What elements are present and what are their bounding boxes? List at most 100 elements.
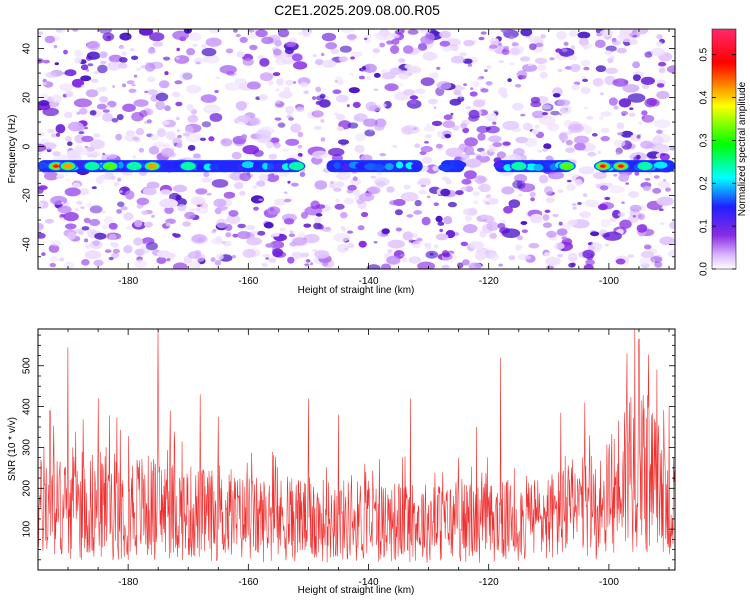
- heatmap-cell: [298, 32, 302, 36]
- heatmap-cell: [85, 68, 90, 72]
- heatmap-cell: [366, 264, 381, 269]
- heatmap-cell: [38, 222, 44, 231]
- heatmap-cell: [627, 93, 646, 103]
- heatmap-cell: [103, 216, 114, 225]
- snr-y-ticks: 100 200 300 400 500: [22, 334, 675, 571]
- heatmap-cell: [452, 125, 460, 131]
- heatmap-cell: [402, 231, 414, 241]
- heatmap-cell: [464, 170, 477, 180]
- heatmap-cell: [373, 72, 381, 78]
- heatmap-cell: [172, 232, 177, 237]
- heatmap-cell: [186, 84, 202, 94]
- heatmap-cell: [318, 224, 324, 230]
- heatmap-cell: [489, 232, 498, 239]
- heatmap-cell: [314, 216, 322, 224]
- heatmap-cell: [543, 143, 552, 150]
- heatmap-cell: [115, 133, 123, 141]
- heatmap-cell: [401, 257, 408, 263]
- heatmap-cell: [107, 61, 121, 71]
- heatmap-cell: [119, 57, 128, 63]
- heatmap-cell: [379, 42, 386, 48]
- heatmap-cell: [498, 87, 508, 96]
- heatmap-cell: [333, 187, 342, 192]
- heatmap-cell: [379, 153, 387, 157]
- heatmap-cell: [51, 94, 62, 103]
- heatmap-cell: [78, 188, 90, 196]
- heatmap-cell: [211, 179, 229, 188]
- heatmap-cell: [176, 129, 180, 132]
- heatmap-cell: [163, 56, 171, 61]
- heatmap-cell: [424, 141, 429, 144]
- heatmap-cell: [443, 216, 453, 225]
- heatmap-cell: [121, 51, 127, 56]
- heatmap-cell: [498, 42, 502, 46]
- heatmap-cell: [539, 71, 548, 79]
- heatmap-cell: [435, 143, 443, 149]
- heatmap-cell: [282, 148, 289, 153]
- heatmap-cell: [112, 85, 115, 88]
- heatmap-cell: [569, 63, 581, 73]
- heatmap-cell: [93, 71, 100, 75]
- heatmap-cell: [215, 76, 221, 80]
- heatmap-cell: [186, 104, 194, 112]
- heatmap-cell: [387, 249, 393, 253]
- heatmap-cell: [538, 149, 542, 153]
- heatmap-cell: [492, 142, 503, 148]
- colorbar-gradient: [711, 28, 737, 270]
- heatmap-cell: [464, 137, 478, 147]
- band-hotspot: [288, 162, 304, 171]
- heatmap-cell: [38, 143, 47, 152]
- heatmap-cell: [158, 80, 170, 89]
- heatmap-cell: [414, 143, 421, 149]
- heatmap-cell: [123, 212, 134, 221]
- heatmap-cell: [348, 87, 360, 94]
- heatmap-cell: [41, 252, 46, 256]
- heatmap-cell: [210, 257, 216, 262]
- heatmap-cell: [259, 58, 270, 67]
- heatmap-cell: [662, 197, 673, 204]
- band-blob: [544, 161, 552, 169]
- heatmap-cell: [389, 67, 402, 76]
- heatmap-cell: [372, 48, 381, 54]
- band-hotspot: [53, 164, 59, 168]
- heatmap-cell: [387, 239, 405, 249]
- heatmap-cell: [357, 225, 365, 231]
- heatmap-cell: [273, 172, 278, 176]
- heatmap-cell: [142, 187, 157, 196]
- heatmap-cell: [656, 90, 670, 100]
- heatmap-cell: [134, 219, 143, 228]
- heatmap-cell: [441, 264, 450, 269]
- heatmap-cell: [246, 81, 261, 90]
- heatmap-cell: [338, 56, 348, 62]
- heatmap-cell: [110, 242, 119, 248]
- heatmap-cell: [583, 106, 589, 110]
- heatmap-cell: [381, 103, 387, 108]
- heatmap-cell: [556, 228, 568, 236]
- heatmap-cell: [174, 80, 183, 85]
- heatmap-cell: [128, 88, 137, 94]
- heatmap-cell: [418, 177, 432, 186]
- heatmap-cell: [57, 205, 72, 214]
- heatmap-cell: [144, 221, 153, 228]
- heatmap-cell: [400, 192, 419, 202]
- heatmap-cell: [583, 66, 590, 71]
- x-tick-label: -120: [479, 577, 499, 588]
- heatmap-x-axis-label: Height of straight line (km): [298, 285, 415, 296]
- heatmap-cell: [509, 35, 514, 40]
- heatmap-cell: [636, 134, 641, 139]
- heatmap-cell: [164, 206, 174, 214]
- heatmap-cell: [80, 64, 89, 71]
- heatmap-cell: [304, 263, 310, 267]
- heatmap-cell: [436, 66, 441, 70]
- heatmap-cell: [234, 182, 244, 190]
- heatmap-cell: [64, 111, 73, 119]
- heatmap-cell: [340, 211, 348, 219]
- heatmap-cell: [639, 257, 656, 266]
- heatmap-cell: [90, 139, 105, 150]
- heatmap-cell: [590, 231, 600, 237]
- heatmap-cell: [187, 144, 196, 151]
- heatmap-cell: [363, 118, 378, 127]
- heatmap-cell: [512, 180, 523, 189]
- heatmap-cell: [275, 99, 281, 104]
- heatmap-cell: [65, 178, 70, 182]
